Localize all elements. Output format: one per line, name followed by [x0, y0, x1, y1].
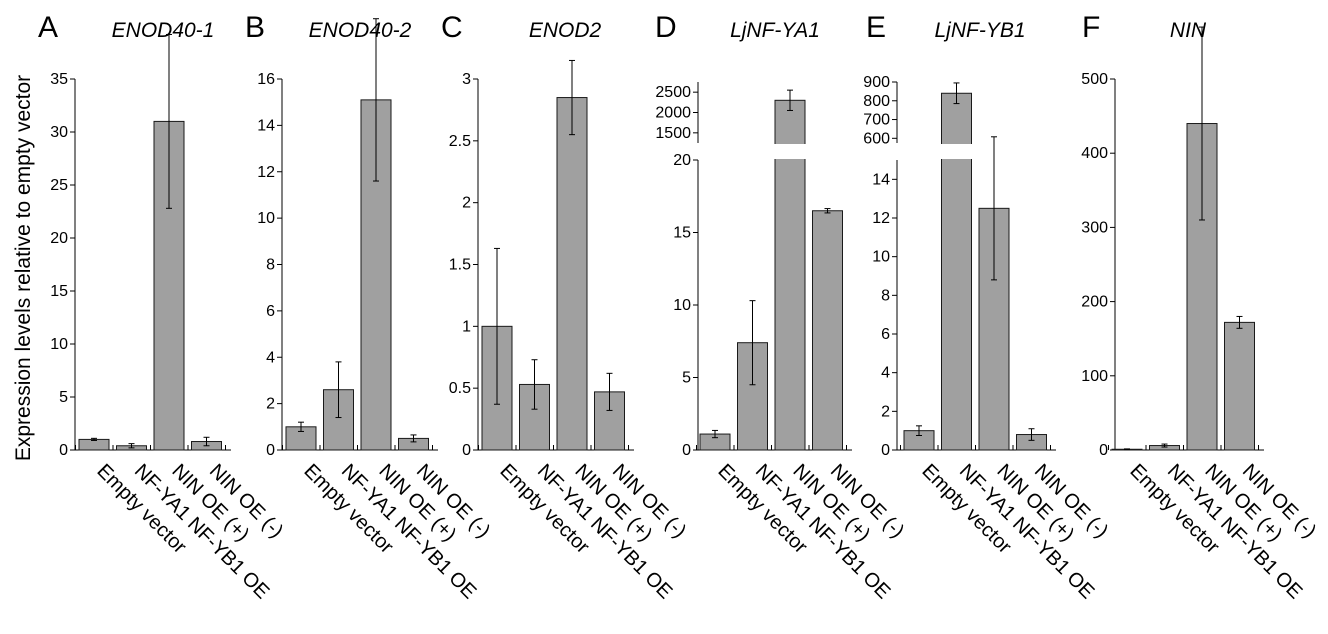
y-tick-label: 2500: [655, 84, 691, 101]
y-tick-label: 10: [872, 249, 890, 266]
y-tick-label: 0: [59, 442, 68, 459]
y-tick-label: 14: [872, 171, 890, 188]
panel-letter: C: [441, 11, 463, 44]
y-tick-label: 10: [673, 297, 691, 314]
bar: [1224, 321, 1255, 451]
y-tick-label: 8: [881, 287, 890, 304]
y-tick-label: 0: [266, 442, 275, 459]
panel-letter: D: [655, 11, 677, 44]
y-tick-label: 20: [50, 230, 68, 247]
y-tick-label: 3: [462, 71, 471, 88]
y-tick-label: 600: [863, 130, 890, 147]
y-tick-label: 700: [863, 112, 890, 129]
y-tick-label: 500: [1081, 71, 1108, 88]
y-tick-label: 900: [863, 74, 890, 91]
y-tick-label: 6: [881, 326, 890, 343]
y-tick-label: 400: [1081, 145, 1108, 162]
y-tick-label: 4: [881, 365, 890, 382]
y-tick-label: 200: [1081, 294, 1108, 311]
y-tick-label: 2: [462, 195, 471, 212]
bar: [556, 97, 588, 451]
panel-title: ENOD40-2: [309, 19, 412, 42]
y-tick-label: 2: [881, 403, 890, 420]
y-tick-label: 0: [682, 442, 691, 459]
bar: [812, 210, 843, 451]
y-tick-label: 300: [1081, 219, 1108, 236]
panel-title: LjNF-YB1: [934, 19, 1025, 42]
y-tick-label: 0: [881, 442, 890, 459]
y-tick-label: 12: [257, 164, 275, 181]
y-tick-label: 30: [50, 124, 68, 141]
y-tick-label: 1.5: [449, 257, 471, 274]
y-tick-label: 1: [462, 318, 471, 335]
y-tick-label: 5: [59, 389, 68, 406]
y-tick-label: 5: [682, 370, 691, 387]
y-tick-label: 15: [50, 283, 68, 300]
panel-title: ENOD40-1: [112, 19, 215, 42]
y-axis-label: Expression levels relative to empty vect…: [12, 75, 35, 461]
y-tick-label: 0: [462, 442, 471, 459]
panel-letter: E: [866, 11, 886, 44]
axis-break-gap: [774, 144, 806, 159]
y-tick-label: 2: [266, 396, 275, 413]
y-tick-label: 1500: [655, 125, 691, 142]
y-tick-label: 12: [872, 210, 890, 227]
panel-letter: F: [1082, 11, 1100, 44]
panel-title: NIN: [1170, 19, 1207, 42]
y-tick-label: 25: [50, 177, 68, 194]
y-tick-label: 2000: [655, 105, 691, 122]
y-tick-label: 10: [257, 210, 275, 227]
y-tick-label: 35: [50, 71, 68, 88]
y-tick-label: 100: [1081, 368, 1108, 385]
y-tick-label: 0.5: [449, 380, 471, 397]
y-tick-label: 10: [50, 336, 68, 353]
y-tick-label: 2.5: [449, 133, 471, 150]
y-tick-label: 4: [266, 349, 275, 366]
bar: [78, 438, 110, 451]
y-tick-label: 0: [1099, 442, 1108, 459]
y-tick-label: 6: [266, 303, 275, 320]
y-tick-label: 14: [257, 117, 275, 134]
y-tick-label: 800: [863, 93, 890, 110]
panel-title: LjNF-YA1: [730, 19, 820, 42]
panel-letter: B: [245, 11, 265, 44]
y-tick-label: 8: [266, 257, 275, 274]
panel-letter: A: [38, 11, 58, 44]
y-tick-label: 16: [257, 71, 275, 88]
y-tick-label: 15: [673, 225, 691, 242]
y-tick-label: 20: [673, 152, 691, 169]
panel-title: ENOD2: [529, 19, 602, 42]
axis-break-gap: [940, 144, 973, 159]
